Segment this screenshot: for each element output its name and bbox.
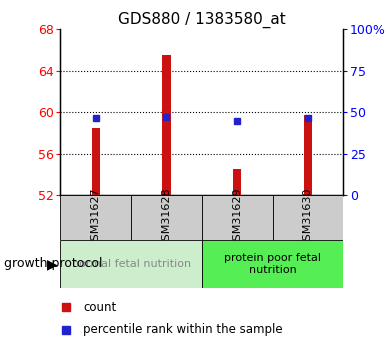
- Text: normal fetal nutrition: normal fetal nutrition: [72, 259, 191, 269]
- Bar: [303, 115, 312, 195]
- Text: GSM31630: GSM31630: [303, 187, 313, 248]
- Text: percentile rank within the sample: percentile rank within the sample: [83, 323, 283, 336]
- Bar: [233, 169, 241, 195]
- Bar: [202, 240, 343, 288]
- Bar: [60, 195, 131, 240]
- Text: count: count: [83, 300, 116, 314]
- Text: GSM31627: GSM31627: [91, 187, 101, 248]
- Bar: [202, 195, 273, 240]
- Bar: [162, 55, 171, 195]
- Bar: [60, 240, 202, 288]
- Text: ▶: ▶: [47, 257, 58, 271]
- Title: GDS880 / 1383580_at: GDS880 / 1383580_at: [118, 12, 286, 28]
- Bar: [273, 195, 343, 240]
- Bar: [131, 195, 202, 240]
- Bar: [92, 128, 100, 195]
- Text: GSM31629: GSM31629: [232, 187, 242, 248]
- Text: GSM31628: GSM31628: [161, 187, 172, 248]
- Text: growth protocol: growth protocol: [4, 257, 103, 270]
- Text: protein poor fetal
nutrition: protein poor fetal nutrition: [224, 253, 321, 275]
